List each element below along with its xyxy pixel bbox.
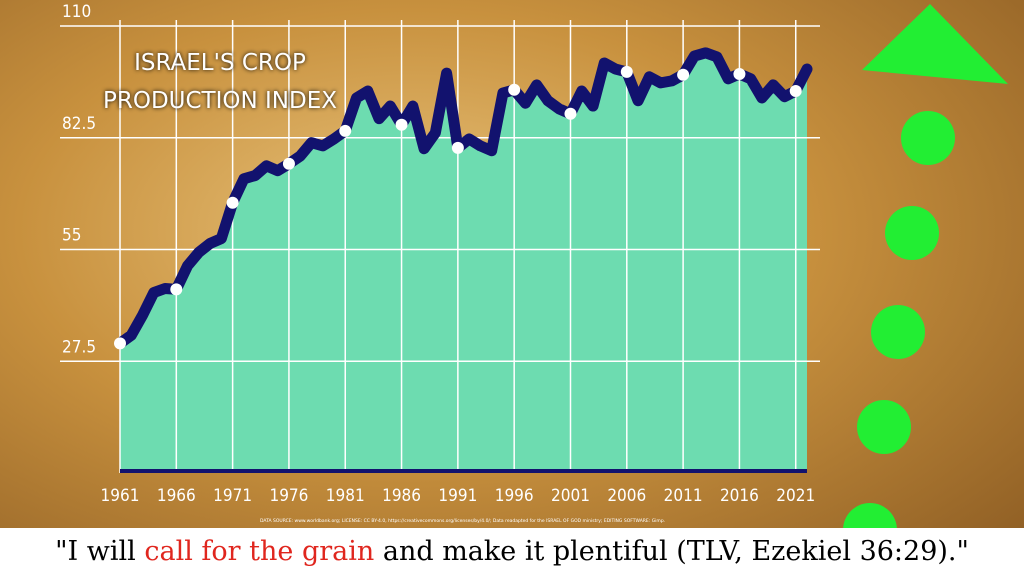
x-tick-label: 1971 — [213, 486, 252, 506]
point-marker — [170, 283, 183, 296]
point-marker — [339, 124, 352, 137]
x-tick-label: 1996 — [495, 486, 534, 506]
decor-arrow — [862, 4, 1008, 84]
x-tick-label: 1986 — [382, 486, 421, 506]
y-tick-label: 110 — [62, 2, 91, 22]
quote-text: "I will — [55, 536, 145, 567]
point-marker — [226, 196, 239, 209]
point-marker — [789, 85, 802, 98]
x-tick-label: 1981 — [326, 486, 365, 506]
x-tick-label: 2006 — [607, 486, 646, 506]
point-marker — [282, 157, 295, 170]
point-marker — [564, 107, 577, 120]
source-note: DATA SOURCE: www.worldbank.org; LICENSE:… — [260, 519, 666, 524]
area — [120, 52, 807, 473]
y-tick-label: 82.5 — [62, 114, 96, 134]
decor-dot — [857, 400, 911, 454]
point-marker — [620, 65, 633, 78]
decor-dot — [871, 305, 925, 359]
y-tick-label: 27.5 — [62, 337, 96, 357]
x-tick-label: 2016 — [720, 486, 759, 506]
quote-text: and make it plentiful (TLV, Ezekiel 36:2… — [374, 536, 969, 567]
x-tick-label: 1966 — [157, 486, 196, 506]
point-marker — [508, 83, 521, 96]
point-marker — [395, 118, 408, 131]
chart-title: ISRAEL'S CROP PRODUCTION INDEX — [103, 50, 337, 114]
decor-dot — [901, 111, 955, 165]
x-tick-label: 2001 — [551, 486, 590, 506]
point-marker — [733, 67, 746, 80]
quote-highlight: call for the grain — [144, 536, 375, 567]
point-marker — [114, 337, 126, 350]
x-tick-label: 1976 — [269, 486, 308, 506]
point-marker — [677, 68, 690, 81]
y-tick-label: 55 — [62, 226, 81, 246]
x-tick-label: 2021 — [776, 486, 815, 506]
quote: "I will call for the grain and make it p… — [0, 528, 1024, 576]
x-tick-label: 2011 — [664, 486, 703, 506]
point-marker — [451, 141, 464, 154]
x-tick-label: 1991 — [438, 486, 477, 506]
x-tick-label: 1961 — [101, 486, 140, 506]
plot — [120, 52, 807, 473]
decor-dot — [885, 206, 939, 260]
